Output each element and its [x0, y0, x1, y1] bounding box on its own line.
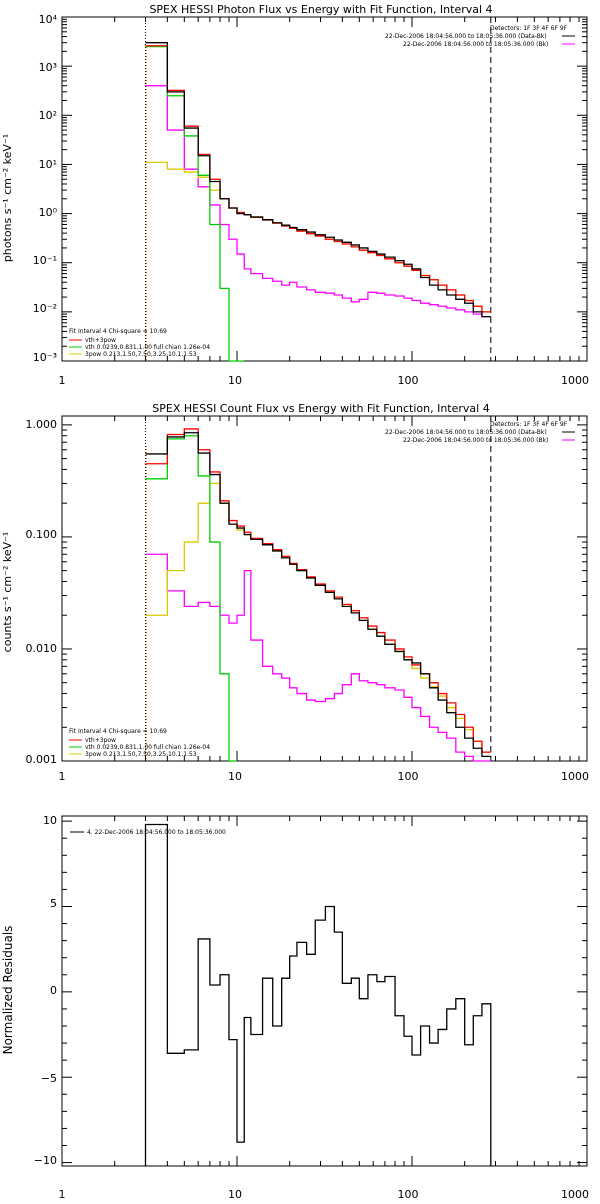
- panel1-x-tick-label: 1: [59, 374, 66, 387]
- panel3-y-axis-label: Normalized Residuals: [1, 926, 15, 1055]
- panel1-x-tick-label: 1000: [561, 374, 589, 387]
- panel1-legend-total-label: vth+3pow: [85, 337, 116, 344]
- series-bk: [145, 85, 491, 318]
- series-total: [145, 428, 491, 753]
- panel2-series: [145, 428, 491, 762]
- panel3-series: [144, 823, 492, 1166]
- panel2-y-tick-label: 0.100: [26, 528, 58, 541]
- plot-frame: [61, 16, 588, 362]
- panel2-fit-interval-label: Fit Interval 4 Chi-square = 10.69: [69, 728, 167, 735]
- panel1-bk-interval-label: 22-Dec-2006 18:04:56.000 to 18:05:36.000…: [403, 41, 548, 48]
- series-data: [145, 42, 491, 318]
- panel2-tick-labels: 1 10 100 1000 0.001 0.010 0.100 1.000: [26, 418, 590, 783]
- panel3-interval-label: 4. 22-Dec-2006 18:04:56.000 to 18:05:36.…: [87, 829, 226, 836]
- series-data: [145, 432, 491, 758]
- panel3-y-tick-label: −10: [34, 1154, 57, 1167]
- panel3-y-tick-label: 10: [43, 814, 57, 827]
- panel-residuals: Normalized Residuals 1 10 100 1000 −10 −…: [1, 814, 589, 1201]
- panel2-title: SPEX HESSI Count Flux vs Energy with Fit…: [152, 402, 489, 415]
- panel3-y-tick-label: 0: [50, 984, 57, 997]
- panel2-y-tick-label: 1.000: [26, 418, 58, 431]
- panel2-x-tick-label: 100: [398, 770, 419, 783]
- panel1-legend-vth-label: vth 0.0239,0.831,1.00 full chian 1.26e-0…: [85, 344, 210, 351]
- series-pow: [145, 482, 491, 753]
- panel1-title: SPEX HESSI Photon Flux vs Energy with Fi…: [149, 3, 492, 16]
- panel1-y-tick-label: 10²: [39, 109, 57, 122]
- panel2-header-text: Detectors: 1F 3F 4F 6F 9F 22-Dec-2006 18…: [385, 421, 575, 444]
- panel3-x-tick-label: 1: [59, 1188, 66, 1200]
- panel3-tick-labels: 1 10 100 1000 −10 −5 0 5 10: [34, 814, 589, 1201]
- series-residual: [144, 823, 492, 1166]
- panel1-data-interval-label: 22-Dec-2006 18:04:56.000 to 18:05:36.000…: [385, 33, 547, 40]
- panel1-series: [145, 42, 491, 362]
- panel1-header-text: Detectors: 1F 3F 4F 6F 9F 22-Dec-2006 18…: [385, 25, 575, 48]
- panel2-legend-total-label: vth+3pow: [85, 737, 116, 744]
- panel1-legend-pow-label: 3pow 0.213,1.50,7.50,3.25,10.1,1.53: [85, 351, 197, 358]
- panel-count-flux: SPEX HESSI Count Flux vs Energy with Fit…: [1, 402, 589, 783]
- panel2-axes: [61, 415, 588, 762]
- panel3-legend: 4. 22-Dec-2006 18:04:56.000 to 18:05:36.…: [70, 829, 226, 836]
- series-bk: [145, 553, 491, 762]
- series-vth: [145, 435, 237, 762]
- panel1-y-tick-label: 10⁰: [39, 206, 58, 219]
- panel3-x-tick-label: 1000: [561, 1188, 589, 1200]
- panel2-x-tick-label: 1: [59, 770, 66, 783]
- panel1-y-tick-label: 10⁻¹: [33, 254, 57, 267]
- panel1-x-tick-label: 10: [228, 374, 242, 387]
- panel3-y-tick-label: 5: [50, 897, 57, 910]
- panel2-y-tick-label: 0.010: [26, 642, 58, 655]
- plot-frame: [61, 815, 588, 1167]
- panel3-y-tick-label: −5: [41, 1072, 57, 1085]
- panel1-detectors-label: Detectors: 1F 3F 4F 6F 9F: [490, 25, 568, 32]
- panel1-fit-interval-label: Fit Interval 4 Chi-square = 10.69: [69, 328, 167, 335]
- panel2-x-tick-label: 1000: [561, 770, 589, 783]
- panel-photon-flux: SPEX HESSI Photon Flux vs Energy with Fi…: [1, 3, 589, 387]
- panel2-bk-interval-label: 22-Dec-2006 18:04:56.000 to 18:05:36.000…: [403, 437, 548, 444]
- panel2-legend-pow-label: 3pow 0.213,1.50,7.50,3.25,10.1,1.53: [85, 751, 197, 758]
- panel2-legend-vth-label: vth 0.0239,0.831,1.00 full chian 1.26e-0…: [85, 744, 210, 751]
- panel2-detectors-label: Detectors: 1F 3F 4F 6F 9F: [490, 421, 568, 428]
- panel2-y-tick-label: 0.001: [26, 753, 58, 766]
- panel1-y-tick-label: 10⁻³: [33, 351, 57, 364]
- series-total: [145, 45, 491, 313]
- panel1-tick-labels: 1 10 100 1000 10⁻³ 10⁻² 10⁻¹ 10⁰ 10¹ 10²…: [33, 13, 589, 387]
- panel3-x-tick-label: 100: [398, 1188, 419, 1200]
- panel1-axes: [61, 16, 588, 362]
- panel1-legend: Fit Interval 4 Chi-square = 10.69 vth+3p…: [69, 328, 210, 358]
- panel1-y-tick-label: 10⁻²: [33, 302, 57, 315]
- panel2-y-axis-label: counts s⁻¹ cm⁻² keV⁻¹: [1, 532, 14, 653]
- panel1-y-axis-label: photons s⁻¹ cm⁻² keV⁻¹: [1, 134, 14, 262]
- panel1-x-tick-label: 100: [398, 374, 419, 387]
- panel1-y-tick-label: 10⁴: [39, 13, 58, 26]
- plot-frame: [61, 415, 588, 762]
- panel1-y-tick-label: 10¹: [39, 158, 57, 171]
- panel2-data-interval-label: 22-Dec-2006 18:04:56.000 to 18:05:36.000…: [385, 429, 547, 436]
- panel2-x-tick-label: 10: [228, 770, 242, 783]
- panel3-axes: [61, 815, 588, 1167]
- panel3-x-tick-label: 10: [228, 1188, 242, 1200]
- panel1-y-tick-label: 10³: [39, 61, 57, 74]
- panel2-legend: Fit Interval 4 Chi-square = 10.69 vth+3p…: [69, 728, 210, 758]
